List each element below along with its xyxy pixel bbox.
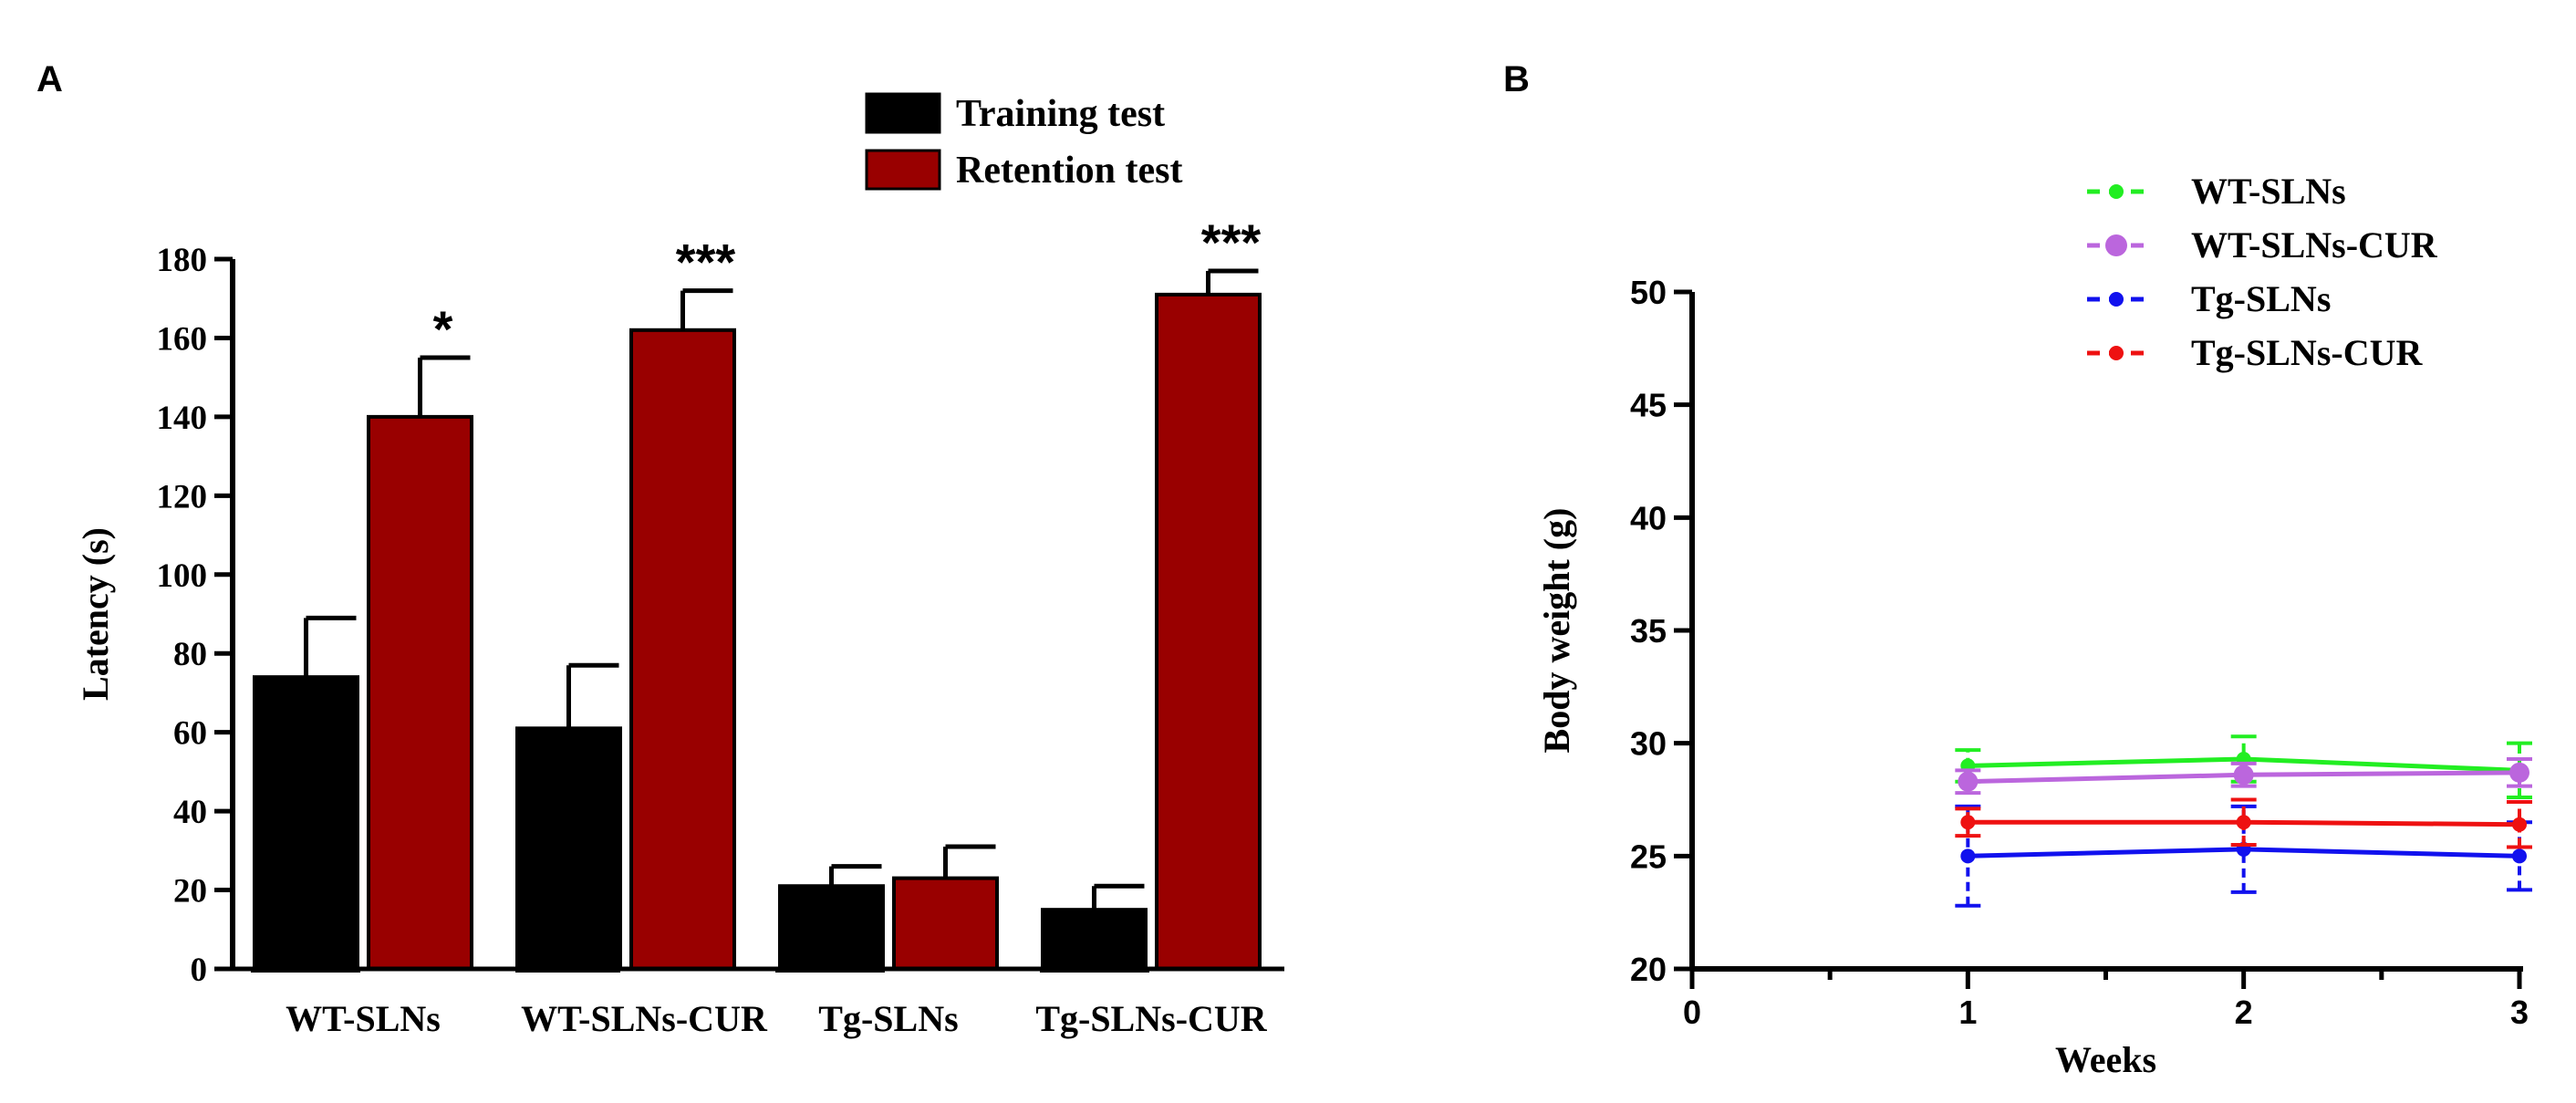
legend-label: Tg-SLNs-CUR [2191,332,2423,373]
significance-marker: * [433,300,453,358]
bar [367,414,473,971]
y-tick-label: 60 [173,715,207,753]
latency-bar-chart: 0 20 40 60 80 100 120 140 160 180 Latency (s) WT-SL… [75,92,1284,1039]
legend-marker [2109,184,2124,199]
legend-swatch [865,92,941,134]
y-axis-title: Body weight (g) [1536,508,1577,754]
bar [778,884,885,972]
data-point [1958,771,1979,792]
bar [892,876,999,971]
legend-label: Tg-SLNs [2191,278,2331,319]
significance-marker: *** [676,234,736,291]
bar [1041,908,1148,972]
bar [629,328,736,971]
legend-label: WT-SLNs [2191,171,2346,212]
y-tick-label: 160 [157,320,208,358]
bar [253,675,359,972]
legend-marker [2109,346,2124,360]
y-tick-label: 120 [157,478,208,515]
data-point [2512,848,2527,864]
y-tick-label: 180 [157,242,208,279]
x-tick-label: WT-SLNs [286,998,441,1039]
x-tick-label: 3 [2510,994,2529,1031]
x-axis-title: Weeks [2055,1039,2156,1080]
y-tick-label: 140 [157,400,208,437]
legend-label: WT-SLNs-CUR [2191,224,2438,265]
body-weight-line-chart: 20 25 30 35 40 45 50 0 1 2 3 Weeks Body weight (g) WT… [1536,171,2532,1080]
y-tick-label: 30 [1630,725,1667,763]
x-tick-label: Tg-SLNs [818,998,958,1039]
y-tick-label: 25 [1630,838,1667,875]
data-point [1960,815,1976,830]
y-tick-label: 80 [173,636,207,673]
x-tick-label: 1 [1958,994,1977,1031]
y-tick-label: 40 [173,794,207,831]
legend-label: Training test [956,93,1165,135]
data-point [2509,762,2529,783]
y-tick-label: 20 [173,873,207,910]
x-tick-label: 0 [1683,994,1701,1031]
legend-label: Retention test [956,150,1182,192]
x-tick-label: Tg-SLNs-CUR [1035,998,1267,1039]
panel-a-label: A [36,59,63,99]
y-tick-label: 0 [191,952,208,989]
x-tick-label: WT-SLNs-CUR [521,998,768,1039]
panel-b-label: B [1503,59,1530,99]
legend-marker [2109,292,2124,307]
y-tick-label: 35 [1630,612,1667,650]
y-tick-label: 100 [157,557,208,595]
y-tick-label: 45 [1630,387,1667,424]
legend-marker [2105,234,2127,256]
data-point [2236,815,2251,830]
bar [515,726,622,971]
significance-marker: *** [1201,213,1262,271]
x-tick-label: 2 [2235,994,2253,1031]
y-tick-label: 40 [1630,499,1667,536]
bar [1155,292,1262,971]
data-point [2512,817,2527,832]
data-point [1960,848,1976,864]
y-tick-label: 50 [1630,274,1667,311]
y-axis-title: Latency (s) [75,527,116,701]
data-point [2233,765,2254,786]
legend-swatch [865,149,941,191]
y-tick-label: 20 [1630,951,1667,988]
